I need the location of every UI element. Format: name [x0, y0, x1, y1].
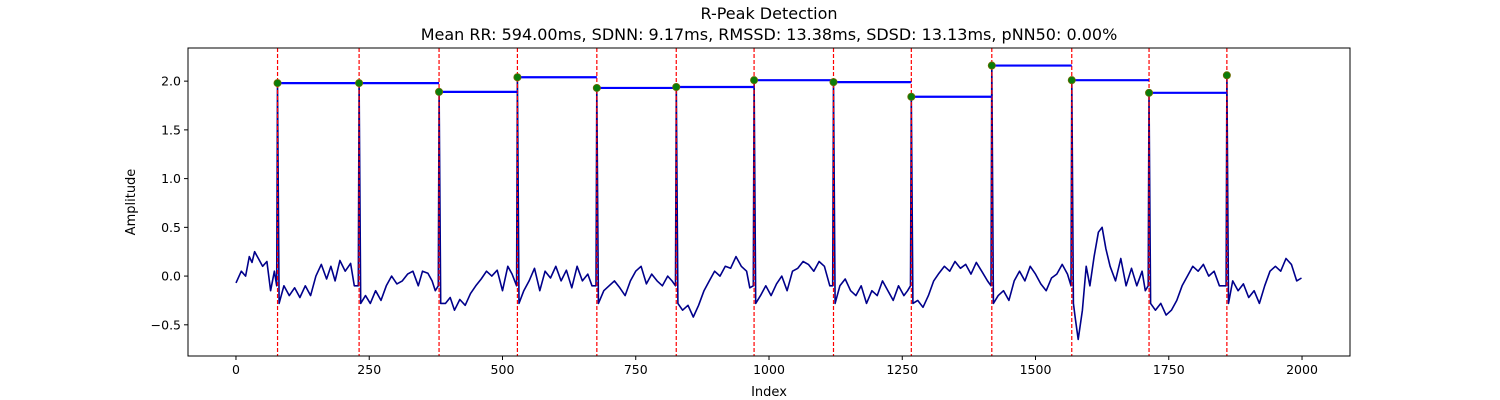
y-tick-label: 0.5	[161, 220, 181, 235]
r-peak-point	[355, 79, 364, 88]
r-peak-point	[829, 78, 838, 87]
r-peak-point	[513, 73, 522, 82]
r-peak-point	[907, 92, 916, 101]
y-tick-label: 1.0	[161, 171, 181, 186]
r-peak-point	[1067, 76, 1076, 85]
r-peak-point	[1222, 71, 1231, 80]
r-peak-point	[750, 76, 759, 85]
x-tick-label: 1500	[1020, 362, 1052, 377]
x-tick-label: 1000	[753, 362, 785, 377]
y-tick-label: 0.0	[161, 269, 181, 284]
y-tick-label: 1.5	[161, 122, 181, 137]
x-tick-label: 2000	[1286, 362, 1318, 377]
ecg-signal-line	[235, 64, 1302, 341]
x-tick-label: 500	[491, 362, 515, 377]
r-peak-point	[273, 79, 282, 88]
y-axis-title: Amplitude	[124, 169, 139, 236]
x-tick-label: 250	[357, 362, 381, 377]
x-tick-label: 0	[232, 362, 240, 377]
plot-area	[235, 48, 1302, 356]
y-tick-label: 2.0	[161, 74, 181, 89]
r-peak-point	[987, 61, 996, 70]
r-peak-point	[592, 83, 601, 92]
r-peak-point	[1145, 88, 1154, 97]
x-tick-label: 750	[624, 362, 648, 377]
x-axis-title: Index	[751, 385, 787, 400]
y-tick-label: −0.5	[151, 317, 181, 332]
chart-title: R-Peak Detection	[700, 4, 837, 23]
axis-ticks: 0 250 500 750 1000 1250 1500 1750 2000 −0.5 0.0 0.5…	[151, 74, 1318, 377]
chart-subtitle: Mean RR: 594.00ms, SDNN: 9.17ms, RMSSD: …	[421, 25, 1118, 44]
x-tick-label: 1750	[1153, 362, 1185, 377]
r-peak-point	[672, 82, 681, 91]
r-peak-point	[435, 87, 444, 96]
x-tick-label: 1250	[886, 362, 918, 377]
plot-frame	[187, 47, 1351, 357]
